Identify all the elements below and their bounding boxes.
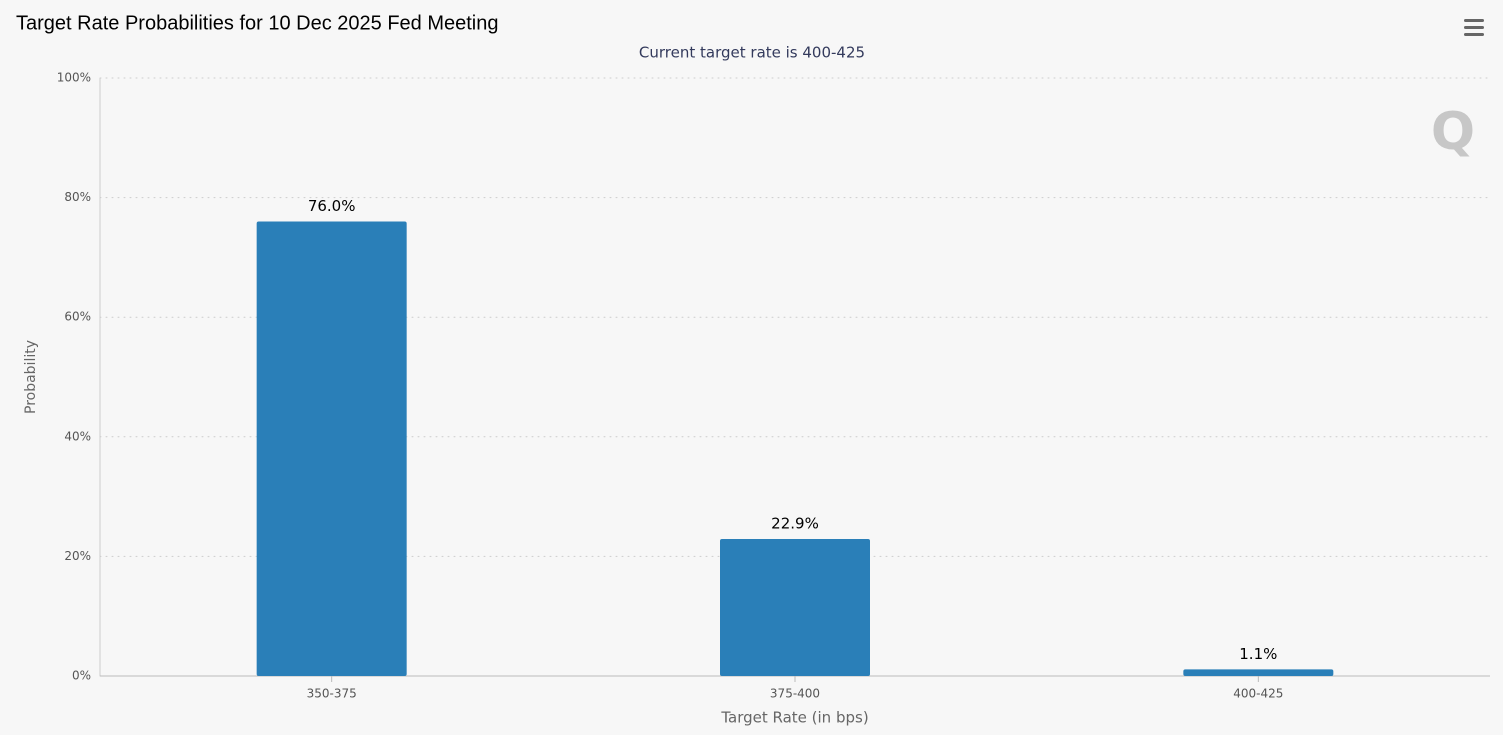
menu-button[interactable]: [1464, 19, 1484, 36]
menu-line: [1464, 26, 1484, 29]
data-label: 1.1%: [1239, 645, 1277, 663]
logo-mark: Q: [1431, 102, 1475, 162]
x-axis-title: Target Rate (in bps): [720, 709, 868, 727]
data-label: 22.9%: [771, 515, 819, 533]
logo: Q: [1431, 102, 1475, 162]
bar: [720, 539, 870, 676]
y-tick-label: 60%: [64, 310, 91, 324]
chart-title: Target Rate Probabilities for 10 Dec 202…: [16, 12, 499, 34]
chart-subtitle: Current target rate is 400-425: [639, 44, 865, 62]
y-tick-label: 0%: [72, 669, 91, 683]
y-axis-title: Probability: [23, 340, 39, 414]
menu-line: [1464, 33, 1484, 36]
x-tick-label: 375-400: [770, 687, 820, 701]
x-tick-label: 400-425: [1233, 687, 1283, 701]
bar: [1183, 669, 1334, 676]
y-tick-label: 40%: [64, 429, 91, 443]
bar: [256, 221, 407, 676]
y-tick-label: 100%: [57, 71, 91, 85]
data-label: 76.0%: [308, 197, 356, 215]
y-tick-label: 80%: [64, 190, 91, 204]
x-tick-label: 350-375: [307, 687, 357, 701]
menu-line: [1464, 19, 1484, 22]
y-tick-label: 20%: [64, 549, 91, 563]
